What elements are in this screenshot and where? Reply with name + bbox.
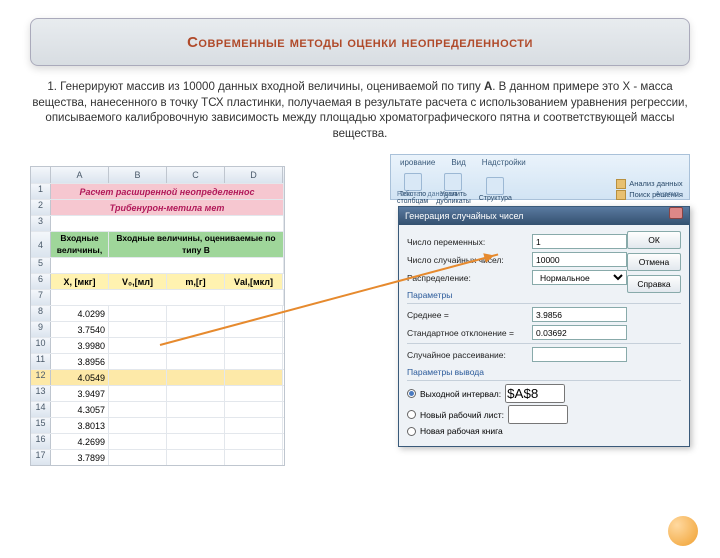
col-A[interactable]: A [51, 167, 109, 183]
row-11[interactable]: 11 [31, 354, 51, 369]
var-count-label: Число переменных: [407, 237, 527, 247]
ribbon-data-analysis[interactable]: Анализ данных [616, 179, 683, 189]
subhead-3: Vаl,[мкл] [225, 274, 283, 289]
row-3[interactable]: 3 [31, 216, 51, 231]
row-17[interactable]: 17 [31, 450, 51, 465]
slide-title: Современные методы оценки неопределеннос… [30, 18, 690, 66]
section-output: Параметры вывода [407, 367, 681, 377]
out-newsheet-radio[interactable]: Новый рабочий лист: [407, 405, 681, 424]
ribbon-group-label: Работа с данными [397, 191, 457, 198]
cell-value[interactable]: 4.0299 [51, 306, 109, 321]
para-prefix: 1. Генерируют массив из 10000 данных вхо… [47, 81, 484, 93]
row-12[interactable]: 12 [31, 370, 51, 385]
row-15[interactable]: 15 [31, 418, 51, 433]
banner-2: Трибенурон-метила мет [51, 200, 284, 215]
cell-value[interactable]: 3.8013 [51, 418, 109, 433]
subhead-0: X, [мкг] [51, 274, 109, 289]
row-1[interactable]: 1 [31, 184, 51, 199]
row-7[interactable]: 7 [31, 290, 51, 305]
dedup-icon [444, 173, 462, 191]
ok-button[interactable]: ОК [627, 231, 681, 249]
random-generation-dialog[interactable]: Генерация случайных чисел ОК Отмена Спра… [398, 206, 690, 447]
col-D[interactable]: D [225, 167, 283, 183]
banner-1: Расчет расширенной неопределеннос [51, 184, 284, 199]
slide-paragraph: 1. Генерируют массив из 10000 данных вхо… [30, 80, 690, 142]
row-5[interactable]: 5 [31, 258, 51, 273]
cell-value[interactable]: 3.9980 [51, 338, 109, 353]
std-input[interactable] [532, 325, 627, 340]
cell-value[interactable]: 4.3057 [51, 402, 109, 417]
rand-count-input[interactable] [532, 252, 627, 267]
excel-ribbon: ирование Вид Надстройки Текст постолбцам… [390, 154, 690, 200]
row-10[interactable]: 10 [31, 338, 51, 353]
cell-value[interactable]: 4.2699 [51, 434, 109, 449]
row-16[interactable]: 16 [31, 434, 51, 449]
out-newbook-radio[interactable]: Новая рабочая книга [407, 426, 681, 436]
head-right: Входные величины, оцениваемые по типу В [109, 232, 284, 257]
subhead-2: m,[г] [167, 274, 225, 289]
solver-icon [616, 190, 626, 200]
ribbon-structure[interactable]: Структура [479, 177, 512, 202]
mean-label: Среднее = [407, 310, 527, 320]
out-newsheet-input[interactable] [508, 405, 568, 424]
analysis-icon [616, 179, 626, 189]
row-9[interactable]: 9 [31, 322, 51, 337]
row-4[interactable]: 4 [31, 232, 51, 257]
var-count-input[interactable] [532, 234, 627, 249]
text-columns-icon [404, 173, 422, 191]
cell-value[interactable]: 3.9497 [51, 386, 109, 401]
mean-input[interactable] [532, 307, 627, 322]
col-C[interactable]: C [167, 167, 225, 183]
col-B[interactable]: B [109, 167, 167, 183]
ribbon-tab[interactable]: Вид [448, 157, 468, 168]
cell-value[interactable]: 3.8956 [51, 354, 109, 369]
cancel-button[interactable]: Отмена [627, 253, 681, 271]
row-13[interactable]: 13 [31, 386, 51, 401]
seed-input[interactable] [532, 347, 627, 362]
cell-value[interactable]: 3.7899 [51, 450, 109, 465]
out-interval-input[interactable] [505, 384, 565, 403]
row-2[interactable]: 2 [31, 200, 51, 215]
ribbon-group-label: Анализ [655, 191, 679, 198]
cell-value[interactable]: 3.7540 [51, 322, 109, 337]
cell-value[interactable]: 4.0549 [51, 370, 109, 385]
seed-label: Случайное рассеивание: [407, 350, 527, 360]
ribbon-tab[interactable]: ирование [397, 157, 438, 168]
ribbon-remove-duplicates[interactable]: Удалитьдубликаты [436, 173, 471, 205]
dialog-title: Генерация случайных чисел [405, 207, 523, 225]
spreadsheet[interactable]: A B C D 1Расчет расширенной неопределенн… [30, 166, 285, 466]
row-6[interactable]: 6 [31, 274, 51, 289]
head-left: Входные величины, [51, 232, 109, 257]
slide-decoration [668, 516, 698, 546]
close-icon[interactable] [669, 207, 683, 219]
column-headers: A B C D [31, 167, 284, 183]
dist-select[interactable]: Нормальное [532, 270, 627, 285]
row-8[interactable]: 8 [31, 306, 51, 321]
ribbon-tab[interactable]: Надстройки [479, 157, 529, 168]
row-14[interactable]: 14 [31, 402, 51, 417]
subhead-1: V₀,[мл] [109, 274, 167, 289]
structure-icon [486, 177, 504, 195]
out-interval-radio[interactable]: Выходной интервал: [407, 384, 681, 403]
std-label: Стандартное отклонение = [407, 328, 527, 338]
help-button[interactable]: Справка [627, 275, 681, 293]
ribbon-text-to-columns[interactable]: Текст постолбцам [397, 173, 428, 205]
